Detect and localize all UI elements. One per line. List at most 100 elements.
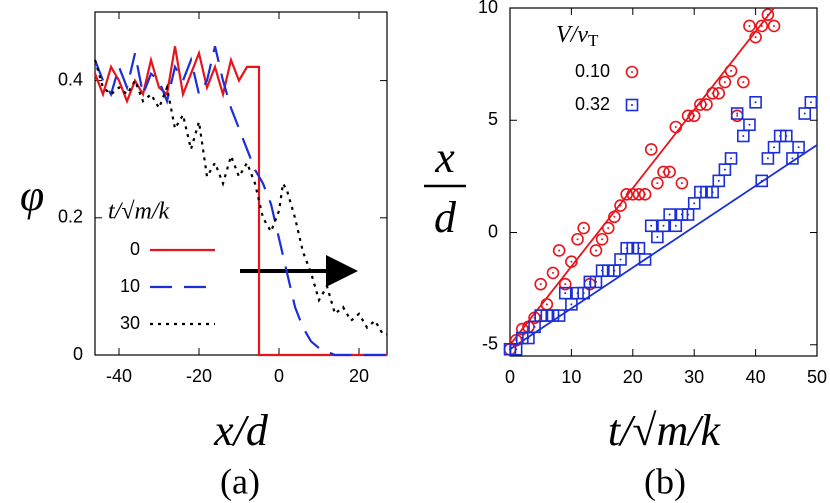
marker <box>534 277 548 291</box>
marker-circle <box>675 176 689 190</box>
marker <box>737 129 750 143</box>
marker-dot <box>533 325 536 328</box>
plot-frame <box>94 11 388 356</box>
marker-circle <box>565 255 578 269</box>
marker-circle <box>749 30 762 44</box>
marker-square <box>804 95 818 109</box>
marker-dot <box>637 247 640 250</box>
legend-title: V/vT <box>556 22 599 50</box>
marker-dot <box>773 24 776 27</box>
marker-dot <box>730 157 733 160</box>
y-tick-label: 0.4 <box>58 69 83 89</box>
legend-title-main: V/v <box>556 22 588 48</box>
marker-circle <box>571 232 584 246</box>
marker-dot <box>705 103 708 106</box>
marker-dot <box>564 292 567 295</box>
marker-dot <box>693 202 696 205</box>
marker <box>589 244 603 257</box>
marker-dot <box>558 249 561 252</box>
marker <box>657 219 670 233</box>
marker <box>546 266 560 280</box>
marker-circle <box>687 109 701 123</box>
marker <box>608 210 621 224</box>
marker-dot <box>551 271 554 274</box>
marker <box>724 152 738 165</box>
marker-dot <box>650 224 653 227</box>
marker-circle <box>761 8 775 22</box>
panel-label: (a) <box>220 461 260 501</box>
marker-circle <box>558 277 572 291</box>
marker-circle <box>589 244 603 257</box>
marker-dot <box>711 191 714 194</box>
marker <box>571 232 584 246</box>
marker-dot <box>631 71 633 73</box>
y-tick-label: 0 <box>488 221 498 241</box>
marker <box>761 8 775 22</box>
marker-circle <box>614 199 627 212</box>
x-axis-label: x/d <box>213 406 269 455</box>
marker-dot <box>558 314 561 317</box>
x-tick-label: 20 <box>349 366 369 386</box>
marker-dot <box>607 227 610 230</box>
marker-dot <box>631 104 633 106</box>
legend-label: 0.10 <box>575 61 610 81</box>
marker-dot <box>791 157 794 160</box>
marker <box>755 19 769 33</box>
marker <box>644 143 658 156</box>
marker-dot <box>668 170 671 173</box>
marker-circle <box>755 19 769 33</box>
marker <box>755 174 769 188</box>
x-tick-label: 30 <box>684 367 704 387</box>
marker-circle <box>724 64 738 78</box>
marker <box>565 255 578 269</box>
marker <box>638 188 652 201</box>
marker-circle <box>625 65 639 79</box>
legend-label: 30 <box>120 313 140 333</box>
marker-dot <box>803 112 806 115</box>
marker <box>798 107 812 120</box>
marker <box>651 230 664 244</box>
marker-dot <box>564 283 567 286</box>
marker-dot <box>613 215 616 218</box>
marker <box>625 65 639 79</box>
marker-square <box>779 129 793 143</box>
marker-dot <box>773 146 776 149</box>
x-tick-label: -40 <box>106 366 132 386</box>
marker-dot <box>723 81 726 84</box>
marker-dot <box>539 283 542 286</box>
plot-frame <box>509 7 818 357</box>
marker <box>552 244 566 257</box>
marker-dot <box>785 134 788 137</box>
marker <box>577 221 590 235</box>
marker-dot <box>693 114 696 117</box>
marker-dot <box>754 101 757 104</box>
marker-dot <box>723 168 726 171</box>
marker-dot <box>668 213 671 216</box>
marker <box>638 253 652 266</box>
marker <box>743 118 756 132</box>
marker <box>749 95 762 109</box>
marker-circle <box>552 244 566 257</box>
marker <box>718 75 732 89</box>
x-tick-label: 10 <box>561 367 581 387</box>
marker <box>718 163 732 176</box>
marker-dot <box>515 348 518 351</box>
y-axis-label-num: x <box>434 133 455 182</box>
marker-square <box>724 152 738 165</box>
marker <box>663 208 676 221</box>
marker <box>651 176 664 190</box>
marker <box>669 120 683 134</box>
marker-dot <box>748 123 751 126</box>
marker-dot <box>766 13 769 16</box>
marker-dot <box>766 157 769 160</box>
y-tick-label: 10 <box>478 0 498 17</box>
marker-dot <box>674 224 677 227</box>
marker-circle <box>737 75 750 89</box>
x-tick-label: 20 <box>623 367 643 387</box>
marker-square <box>749 95 762 109</box>
marker-square <box>730 107 744 120</box>
x-tick-label: 0 <box>274 366 284 386</box>
marker-dot <box>656 236 659 239</box>
marker-square <box>552 309 566 322</box>
